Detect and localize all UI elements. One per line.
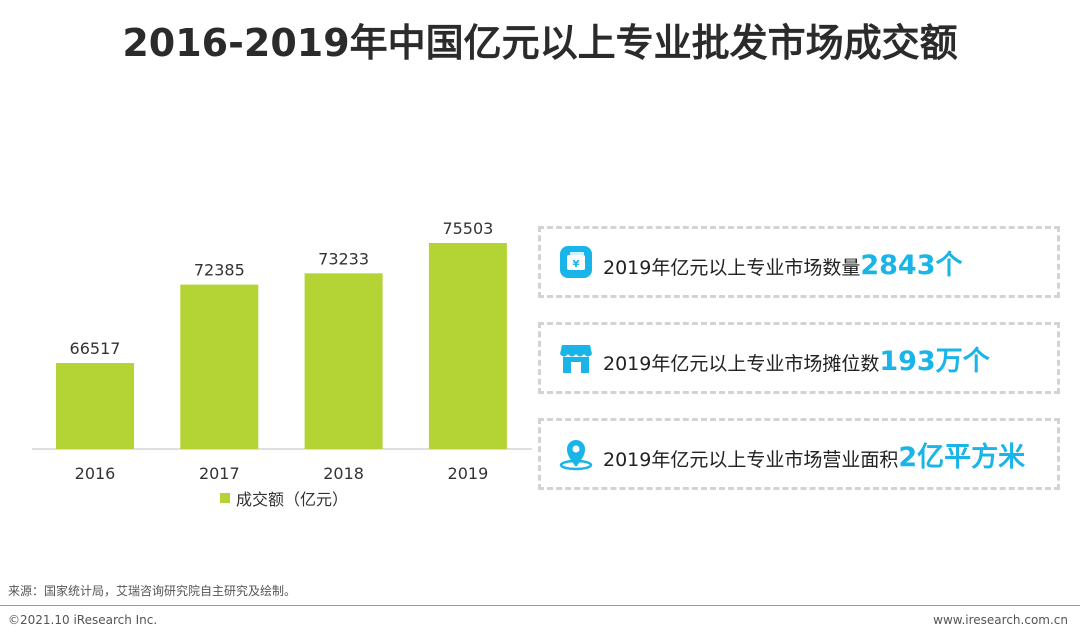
bar-2016: [56, 363, 134, 449]
wallet-icon: ¥: [559, 245, 593, 279]
x-tick-label-2018: 2018: [323, 464, 364, 483]
bar-2019: [428, 243, 507, 449]
stat-label: 2019年亿元以上专业市场摊位数: [603, 352, 880, 375]
data-label-2016: 66517: [70, 339, 121, 358]
stat-text: 2019年亿元以上专业市场摊位数193万个: [603, 339, 990, 378]
stat-text: 2019年亿元以上专业市场营业面积2亿平方米: [603, 435, 1025, 474]
stat-label: 2019年亿元以上专业市场数量: [603, 256, 861, 279]
stat-highlight: 2亿平方米: [898, 441, 1026, 473]
copyright: ©2021.10 iResearch Inc.: [8, 613, 158, 627]
legend-label: 成交额（亿元）: [236, 490, 349, 509]
legend-swatch: [220, 493, 230, 503]
stat-card-business-area: 2019年亿元以上专业市场营业面积2亿平方米: [538, 418, 1060, 490]
chart-legend: 成交额（亿元）: [220, 486, 348, 510]
bar-2018: [304, 273, 383, 449]
stat-highlight: 2843个: [860, 249, 963, 281]
footer-divider: [0, 605, 1080, 606]
data-label-2017: 72385: [194, 261, 245, 280]
data-label-2019: 75503: [442, 219, 493, 238]
x-tick-label-2016: 2016: [75, 464, 116, 483]
source-note: 来源：国家统计局，艾瑞咨询研究院自主研究及绘制。: [8, 584, 297, 598]
stat-label: 2019年亿元以上专业市场营业面积: [603, 448, 899, 471]
bar-2017: [180, 284, 259, 449]
stat-highlight: 193万个: [879, 345, 990, 377]
stat-card-stall-count: 2019年亿元以上专业市场摊位数193万个: [538, 322, 1060, 394]
chart-title: 2016-2019年中国亿元以上专业批发市场成交额: [122, 21, 958, 65]
data-label-2018: 73233: [318, 249, 369, 268]
stat-text: 2019年亿元以上专业市场数量2843个: [603, 243, 963, 282]
website-link[interactable]: www.iresearch.com.cn: [933, 613, 1068, 627]
svg-text:¥: ¥: [573, 259, 580, 270]
stat-card-market-count: ¥ 2019年亿元以上专业市场数量2843个: [538, 226, 1060, 298]
x-tick-label-2017: 2017: [199, 464, 240, 483]
location-pin-icon: [559, 437, 593, 471]
storefront-icon: [559, 341, 593, 375]
x-tick-label-2019: 2019: [448, 464, 489, 483]
